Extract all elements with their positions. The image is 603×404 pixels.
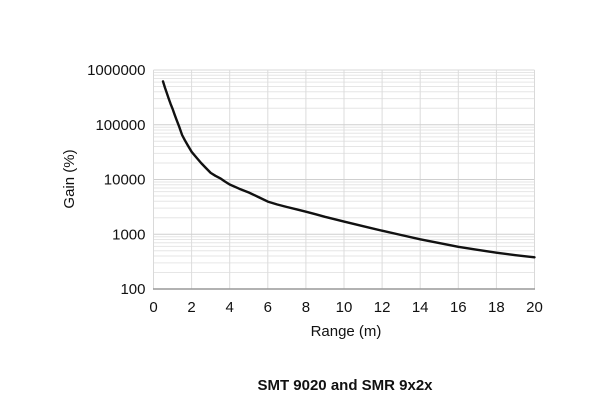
x-tick-label: 12	[374, 299, 391, 316]
y-tick-label: 10000	[104, 172, 146, 189]
x-tick-label: 2	[187, 299, 195, 316]
x-tick-label: 20	[526, 299, 543, 316]
y-tick-label: 1000000	[87, 62, 145, 79]
chart-title: SMT 9020 and SMR 9x2x	[257, 377, 433, 394]
x-tick-label: 6	[264, 299, 272, 316]
x-tick-label: 10	[336, 299, 353, 316]
y-tick-label: 100000	[95, 117, 145, 134]
y-tick-label: 100	[120, 281, 145, 298]
x-tick-label: 18	[488, 299, 505, 316]
x-tick-label: 0	[149, 299, 157, 316]
x-axis-label: Range (m)	[311, 323, 382, 340]
gain-curve	[161, 80, 536, 259]
x-tick-label: 14	[412, 299, 429, 316]
x-axis-tick-labels: 0 2 4 6 8 10 12 14 16 18 20	[149, 299, 543, 316]
plot-borders	[153, 69, 535, 290]
x-tick-label: 4	[226, 299, 234, 316]
x-tick-label: 8	[302, 299, 310, 316]
y-axis-tick-labels: 100 1000 10000 100000 1000000	[87, 62, 145, 298]
y-axis-label: Gain (%)	[61, 149, 78, 208]
x-tick-label: 16	[450, 299, 467, 316]
y-tick-label: 1000	[112, 226, 145, 243]
